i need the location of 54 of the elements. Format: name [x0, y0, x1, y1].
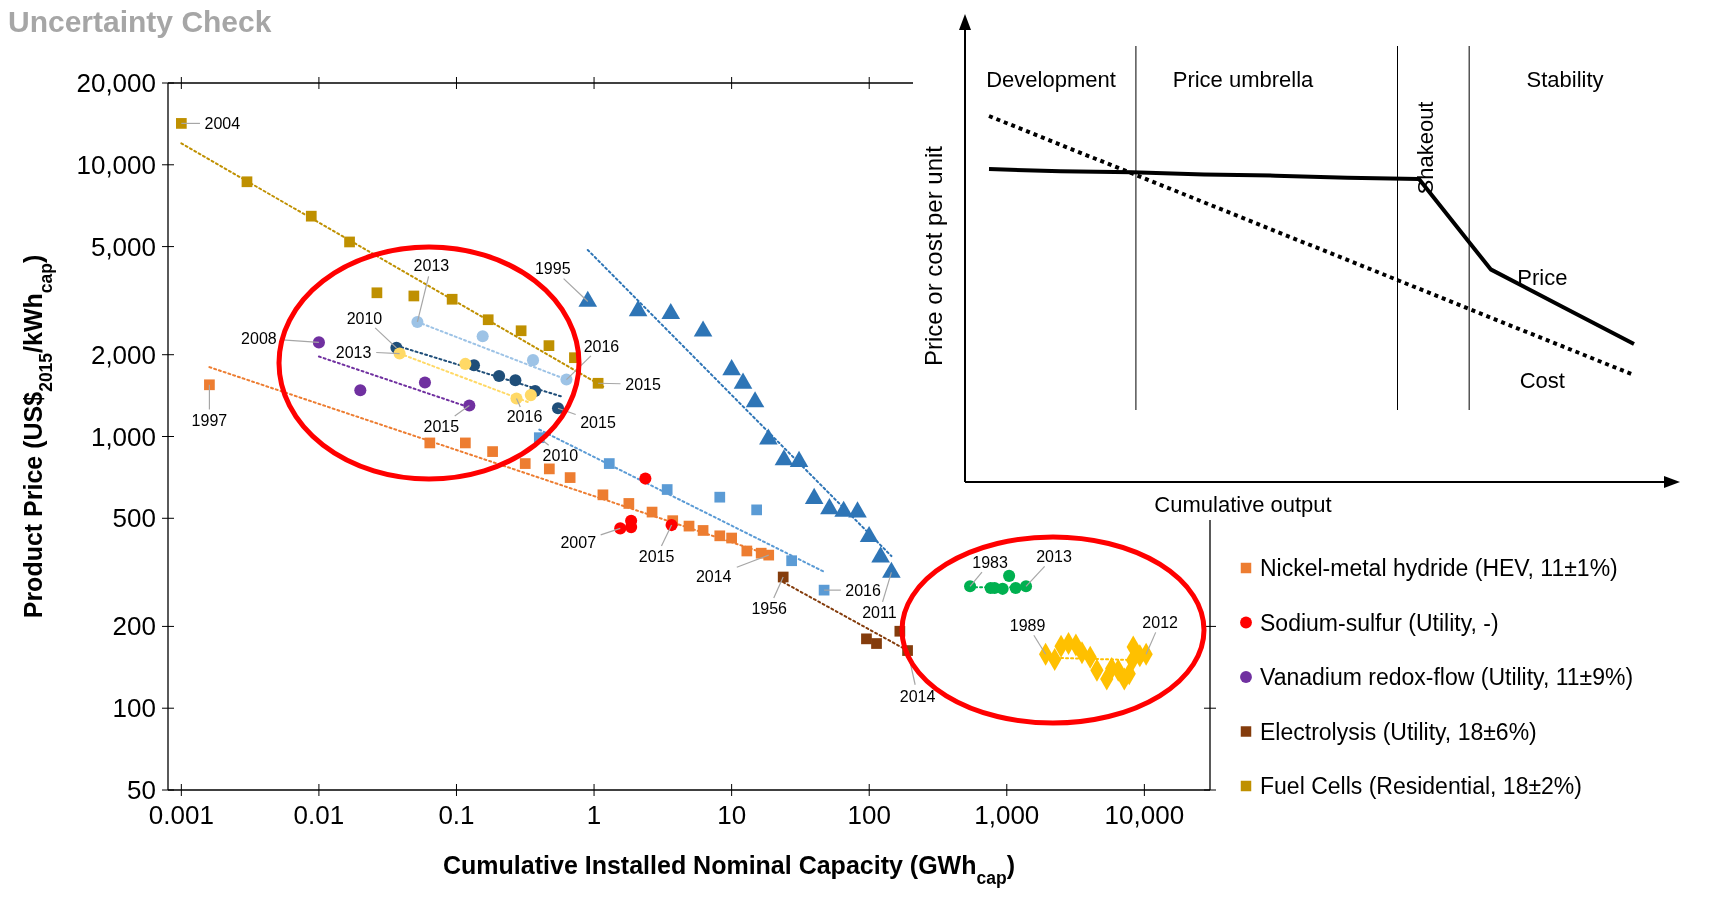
legend-label: Sodium-sulfur (Utility, -) — [1260, 609, 1499, 636]
y-tick-label: 5,000 — [90, 231, 156, 262]
annotation: 2016 — [583, 337, 620, 355]
annotation: 2013 — [335, 343, 372, 361]
annotation: 2015 — [625, 376, 661, 394]
y-tick-label: 200 — [112, 611, 156, 642]
y-tick-label: 2,000 — [90, 339, 156, 370]
x-axis-title: Cumulative output — [1154, 492, 1332, 517]
x-tick-label: 100 — [847, 800, 891, 830]
annotation: 2004 — [204, 115, 241, 133]
annotation: Price umbrella — [1172, 67, 1315, 92]
x-tick-label: 1 — [586, 800, 602, 830]
y-tick-label: 1,000 — [90, 421, 156, 452]
annotation: 1983 — [972, 554, 1008, 572]
legend-label: Vanadium redox-flow (Utility, 11±9%) — [1260, 664, 1634, 690]
annotation: 2015 — [423, 417, 460, 435]
y-tick-label: 500 — [112, 503, 156, 534]
legend-label: Nickel-metal hydride (HEV, 11±1%) — [1260, 555, 1618, 581]
x-tick-label: 0.01 — [293, 800, 345, 830]
annotation: 2014 — [899, 687, 936, 705]
x-axis-title: Cumulative Installed Nominal Capacity (GWh$_{cap}$) — [443, 851, 1015, 888]
y-axis-title: Price or cost per unit — [920, 145, 947, 367]
x-tick-label: 1,000 — [974, 800, 1040, 830]
text: Stability — [1526, 67, 1604, 92]
annotation: 1989 — [1009, 617, 1046, 635]
annotation: 2016 — [506, 408, 543, 426]
annotation: 2008 — [241, 330, 277, 348]
annotation: 2011 — [862, 604, 897, 622]
annotation: 2007 — [560, 534, 597, 552]
legend-label: Fuel Cells (Residential, 18±2%) — [1260, 773, 1582, 799]
y-tick-label: 10,000 — [76, 149, 156, 180]
x-tick-label: 0.1 — [438, 800, 475, 830]
annotation: Development — [986, 67, 1116, 92]
annotation: 1995 — [534, 260, 571, 278]
legend-label: Electrolysis (Utility, 18±6%) — [1260, 718, 1537, 745]
annotation: 2010 — [542, 446, 579, 464]
y-tick-label: 20,000 — [76, 68, 156, 98]
annotation: 2013 — [413, 256, 450, 274]
chart-title: Uncertainty Check — [8, 5, 272, 38]
annotation: 1997 — [191, 411, 228, 429]
annotation: 2015 — [638, 548, 675, 566]
y-tick-label: 100 — [112, 693, 156, 724]
annotation: Shakeout — [1413, 101, 1438, 195]
annotation: 2012 — [1142, 614, 1179, 632]
annotation: 2013 — [1036, 548, 1072, 566]
annotation: 2014 — [695, 568, 732, 586]
series-label: Cost — [1519, 368, 1565, 394]
x-tick-label: 10 — [717, 800, 747, 830]
annotation: 2015 — [580, 414, 616, 432]
annotation: 2016 — [845, 582, 881, 600]
x-tick-label: 10,000 — [1104, 800, 1185, 830]
annotation: 1956 — [751, 600, 788, 618]
series-label: Price — [1517, 264, 1568, 290]
annotation: 2010 — [346, 309, 383, 327]
